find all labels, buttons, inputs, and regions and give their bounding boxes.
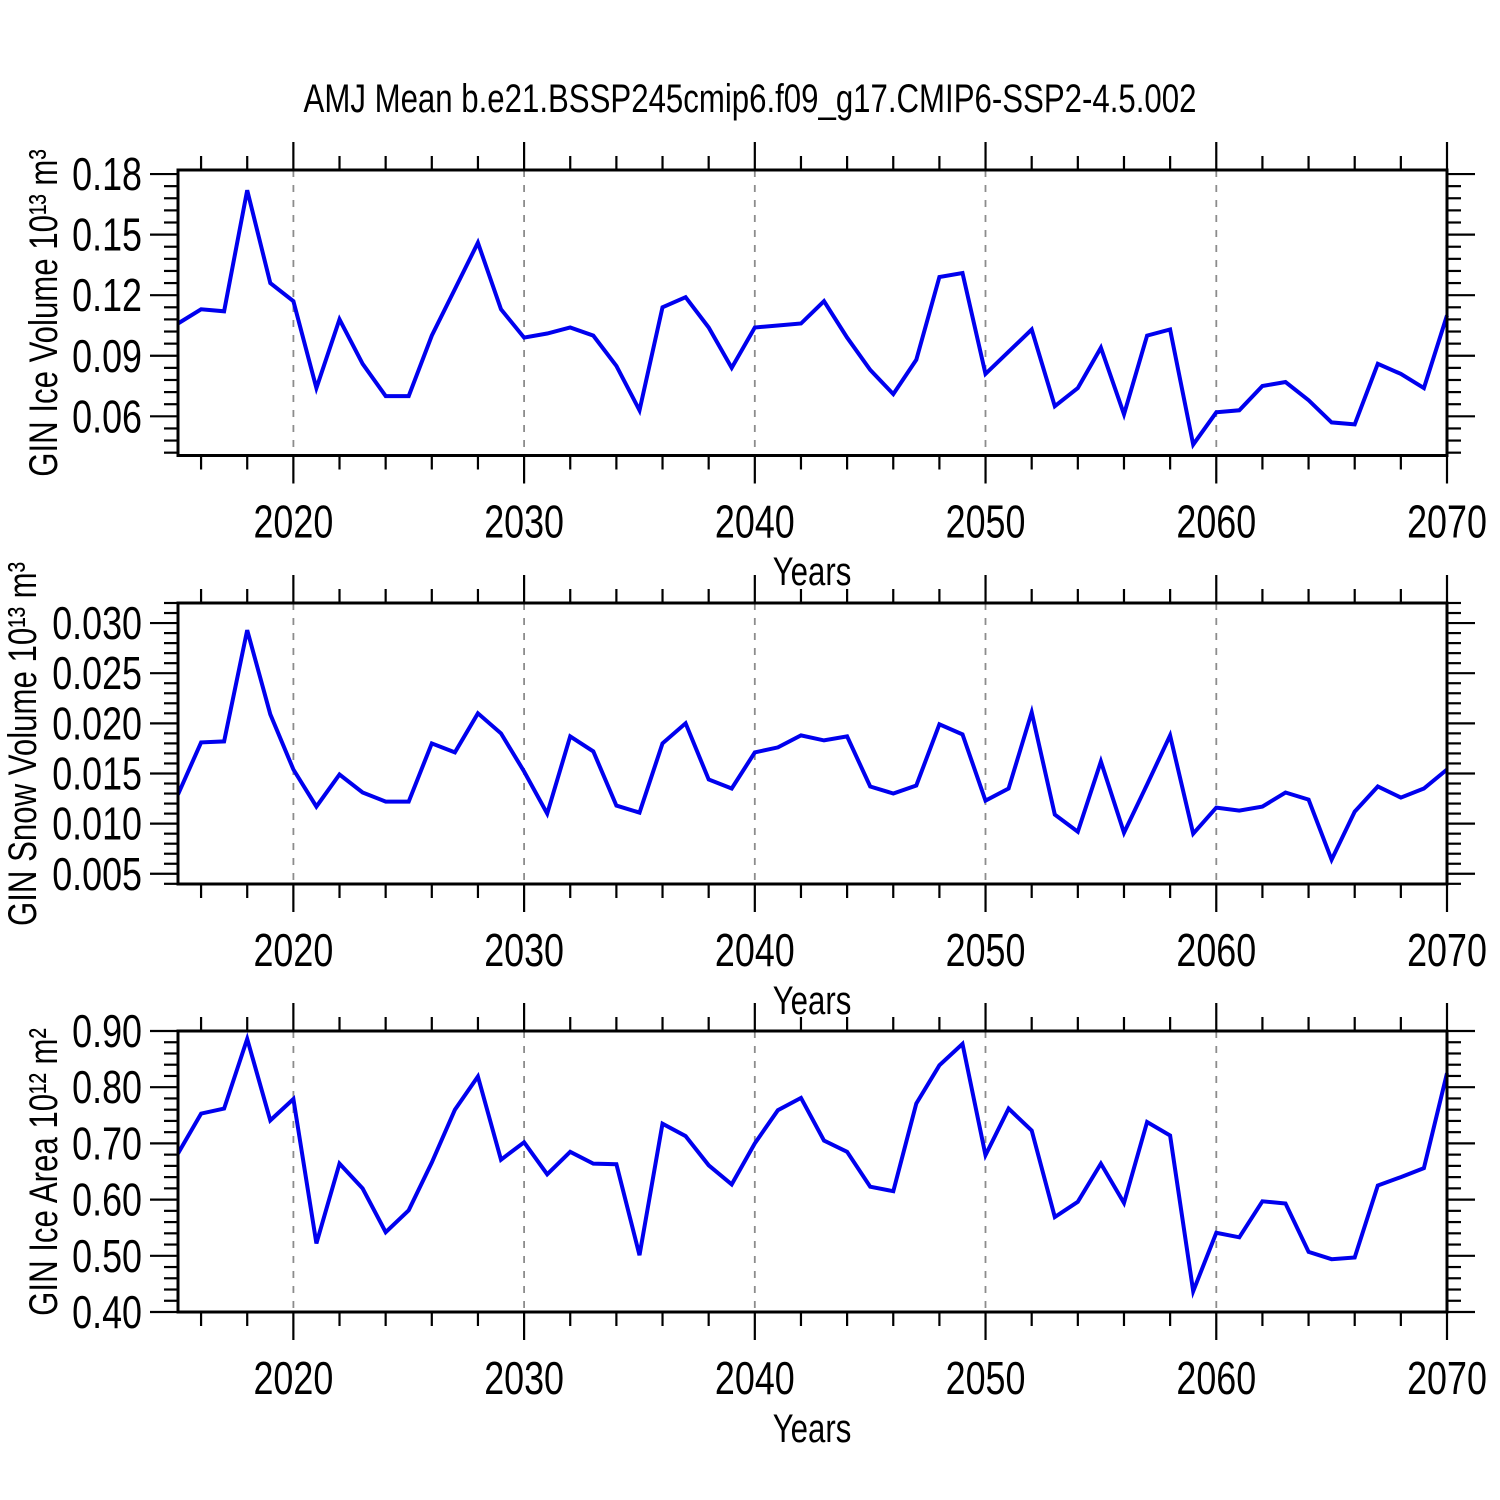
y-tick-label-0.60: 0.60 (72, 1174, 142, 1225)
data-line-panel-1 (176, 189, 1449, 450)
x-tick-label-2060: 2060 (1176, 925, 1256, 976)
y-axis-label-snow-volume: GIN Snow Volume 10¹³ m³ (0, 562, 45, 926)
x-tick-label-2020: 2020 (253, 1353, 333, 1404)
panel-1: 2020 2030 2040 2050 2060 2070 0.06 0.09 0.12 0.15… (72, 142, 1487, 548)
x-tick-label-2070: 2070 (1407, 925, 1487, 976)
y-axis-label-ice-area: GIN Ice Area 10¹² m² (21, 1028, 66, 1316)
y-tick-label-0.020: 0.020 (52, 698, 142, 749)
y-tick-label-0.15: 0.15 (72, 209, 142, 260)
x-tick-label-2030: 2030 (484, 1353, 564, 1404)
x-tick-label-2050: 2050 (946, 496, 1026, 547)
y-tick-label-0.005: 0.005 (52, 849, 142, 900)
chart-title: AMJ Mean b.e21.BSSP245cmip6.f09_g17.CMIP… (304, 76, 1197, 121)
x-tick-label-2060: 2060 (1176, 1353, 1256, 1404)
y-tick-label-0.70: 0.70 (72, 1118, 142, 1169)
x-tick-label-2070: 2070 (1407, 496, 1487, 547)
x-tick-label-2050: 2050 (946, 1353, 1026, 1404)
x-tick-label-2020: 2020 (253, 925, 333, 976)
y-tick-label-0.50: 0.50 (72, 1231, 142, 1282)
y-tick-label-0.025: 0.025 (52, 648, 142, 699)
x-axis-title-panel-3: Years (773, 1406, 852, 1451)
y-tick-label-0.40: 0.40 (72, 1287, 142, 1338)
panel-2: 2020 2030 2040 2050 2060 20700.0050.0100.0150… (52, 575, 1487, 976)
x-tick-label-2050: 2050 (946, 925, 1026, 976)
x-tick-label-2040: 2040 (715, 925, 795, 976)
data-line-panel-2 (176, 629, 1449, 865)
y-tick-label-0.030: 0.030 (52, 598, 142, 649)
x-axis-title-panel-1: Years (773, 549, 852, 594)
plot-frame (176, 601, 1449, 886)
y-tick-label-0.010: 0.010 (52, 798, 142, 849)
y-tick-label-0.80: 0.80 (72, 1062, 142, 1113)
x-tick-label-2030: 2030 (484, 925, 564, 976)
x-tick-label-2040: 2040 (715, 496, 795, 547)
x-tick-label-2060: 2060 (1176, 496, 1256, 547)
data-line-panel-3 (176, 1032, 1449, 1299)
y-tick-label-0.06: 0.06 (72, 391, 142, 442)
y-tick-label-0.18: 0.18 (72, 149, 142, 200)
x-axis-title-panel-2: Years (773, 978, 852, 1023)
y-tick-label-0.015: 0.015 (52, 748, 142, 799)
panels-group: 2020 2030 2040 2050 2060 2070 0.06 0.09 0.12 0.15… (52, 142, 1487, 1404)
x-tick-label-2040: 2040 (715, 1353, 795, 1404)
x-tick-label-2030: 2030 (484, 496, 564, 547)
plot-frame (176, 168, 1449, 457)
panel-3: 2020 2030 2040 2050 2060 2070 0.400.50 0.600.70… (72, 1003, 1487, 1404)
y-tick-label-0.90: 0.90 (72, 1006, 142, 1057)
y-axis-label-ice-volume: GIN Ice Volume 10¹³ m³ (21, 149, 66, 477)
x-tick-label-2020: 2020 (253, 496, 333, 547)
x-tick-label-2070: 2070 (1407, 1353, 1487, 1404)
y-tick-label-0.12: 0.12 (72, 270, 142, 321)
y-tick-label-0.09: 0.09 (72, 330, 142, 381)
plot-frame (176, 1029, 1449, 1314)
